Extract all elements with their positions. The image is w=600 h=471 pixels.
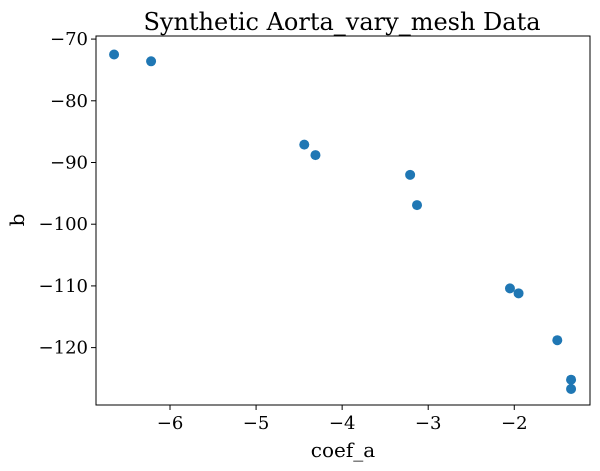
data-point [566,374,577,385]
x-axis: −6 −5 −4 −3 −2 [157,405,528,434]
plot-area [95,35,591,406]
y-tick-label: −80 [50,91,88,112]
y-tick-label: −110 [39,276,88,297]
y-tick-label: −90 [50,152,88,173]
y-axis: −70 −80 −90 −100 −110 −120 [39,29,96,359]
data-point [504,283,515,294]
x-tick-label: −2 [501,413,528,434]
x-tick-label: −4 [329,413,356,434]
data-point [299,139,310,150]
data-point [513,288,524,299]
data-point [310,150,321,161]
x-tick-label: −3 [415,413,442,434]
x-tick-label: −6 [157,413,184,434]
axes-frame [95,35,591,406]
y-tick-label: −70 [50,29,88,50]
data-point [109,49,120,60]
x-tick-label: −5 [243,413,270,434]
chart-title: Synthetic Aorta_vary_mesh Data [143,8,540,36]
x-axis-label: coef_a [311,438,375,462]
data-point [405,169,416,180]
y-tick-label: −120 [39,338,88,359]
data-point [412,200,423,211]
data-point [552,335,563,346]
y-tick-label: −100 [39,214,88,235]
data-points [109,49,577,394]
data-point [146,56,157,67]
y-axis-label: b [5,214,29,227]
data-point [566,383,577,394]
